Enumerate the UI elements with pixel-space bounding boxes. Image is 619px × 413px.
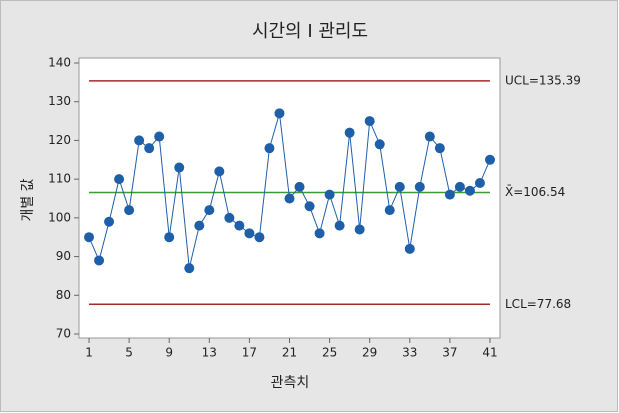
data-point xyxy=(434,143,445,154)
data-point xyxy=(94,255,105,266)
data-point xyxy=(244,228,255,239)
data-point xyxy=(424,131,435,142)
x-tick-label: 13 xyxy=(202,346,217,360)
data-point xyxy=(144,143,155,154)
data-point xyxy=(264,143,275,154)
data-point xyxy=(134,135,145,146)
data-point xyxy=(214,166,225,177)
chart-title: 시간의 I 관리도 xyxy=(252,21,368,42)
data-point xyxy=(354,224,365,235)
data-point xyxy=(284,193,295,204)
data-point xyxy=(364,116,375,127)
x-tick-label: 9 xyxy=(165,346,173,360)
data-point xyxy=(124,205,135,216)
data-point xyxy=(294,181,305,192)
x-tick-label: 21 xyxy=(282,346,297,360)
data-point xyxy=(104,216,115,227)
x-axis-label: 관측치 xyxy=(271,375,310,391)
control-label: UCL=135.39 xyxy=(505,73,581,87)
data-point xyxy=(254,232,265,243)
data-point xyxy=(304,201,315,212)
data-point xyxy=(174,162,185,173)
data-point xyxy=(334,220,345,231)
y-tick-label: 140 xyxy=(48,56,71,70)
data-point xyxy=(154,131,165,142)
data-point xyxy=(184,263,195,274)
x-tick-label: 33 xyxy=(402,346,417,360)
data-point xyxy=(324,189,335,200)
control-label: X̄=106.54 xyxy=(505,185,565,199)
data-point xyxy=(484,154,495,165)
y-tick-label: 110 xyxy=(48,172,71,186)
x-tick-label: 17 xyxy=(242,346,257,360)
data-point xyxy=(204,205,215,216)
x-tick-label: 29 xyxy=(362,346,377,360)
data-point xyxy=(194,220,205,231)
data-point xyxy=(394,181,405,192)
data-point xyxy=(84,232,95,243)
y-tick-label: 130 xyxy=(48,94,71,108)
y-tick-label: 90 xyxy=(56,249,71,263)
x-tick-label: 25 xyxy=(322,346,337,360)
y-tick-label: 120 xyxy=(48,133,71,147)
x-tick-label: 1 xyxy=(85,346,93,360)
data-point xyxy=(464,185,475,196)
data-point xyxy=(344,127,355,138)
y-tick-label: 80 xyxy=(56,288,71,302)
control-label: LCL=77.68 xyxy=(505,297,571,311)
data-point xyxy=(374,139,385,150)
data-point xyxy=(274,108,285,119)
data-point xyxy=(454,181,465,192)
data-point xyxy=(414,181,425,192)
x-tick-label: 41 xyxy=(482,346,497,360)
data-point xyxy=(234,220,245,231)
data-point xyxy=(314,228,325,239)
y-tick-label: 100 xyxy=(48,210,71,224)
data-point xyxy=(474,178,485,189)
data-point xyxy=(114,174,125,185)
data-point xyxy=(404,243,415,254)
y-axis-label: 개별 값 xyxy=(20,178,36,221)
data-point xyxy=(384,205,395,216)
data-point xyxy=(164,232,175,243)
x-tick-label: 5 xyxy=(125,346,133,360)
data-point xyxy=(444,189,455,200)
y-tick-label: 70 xyxy=(56,327,71,341)
data-point xyxy=(224,212,235,223)
x-tick-label: 37 xyxy=(442,346,457,360)
